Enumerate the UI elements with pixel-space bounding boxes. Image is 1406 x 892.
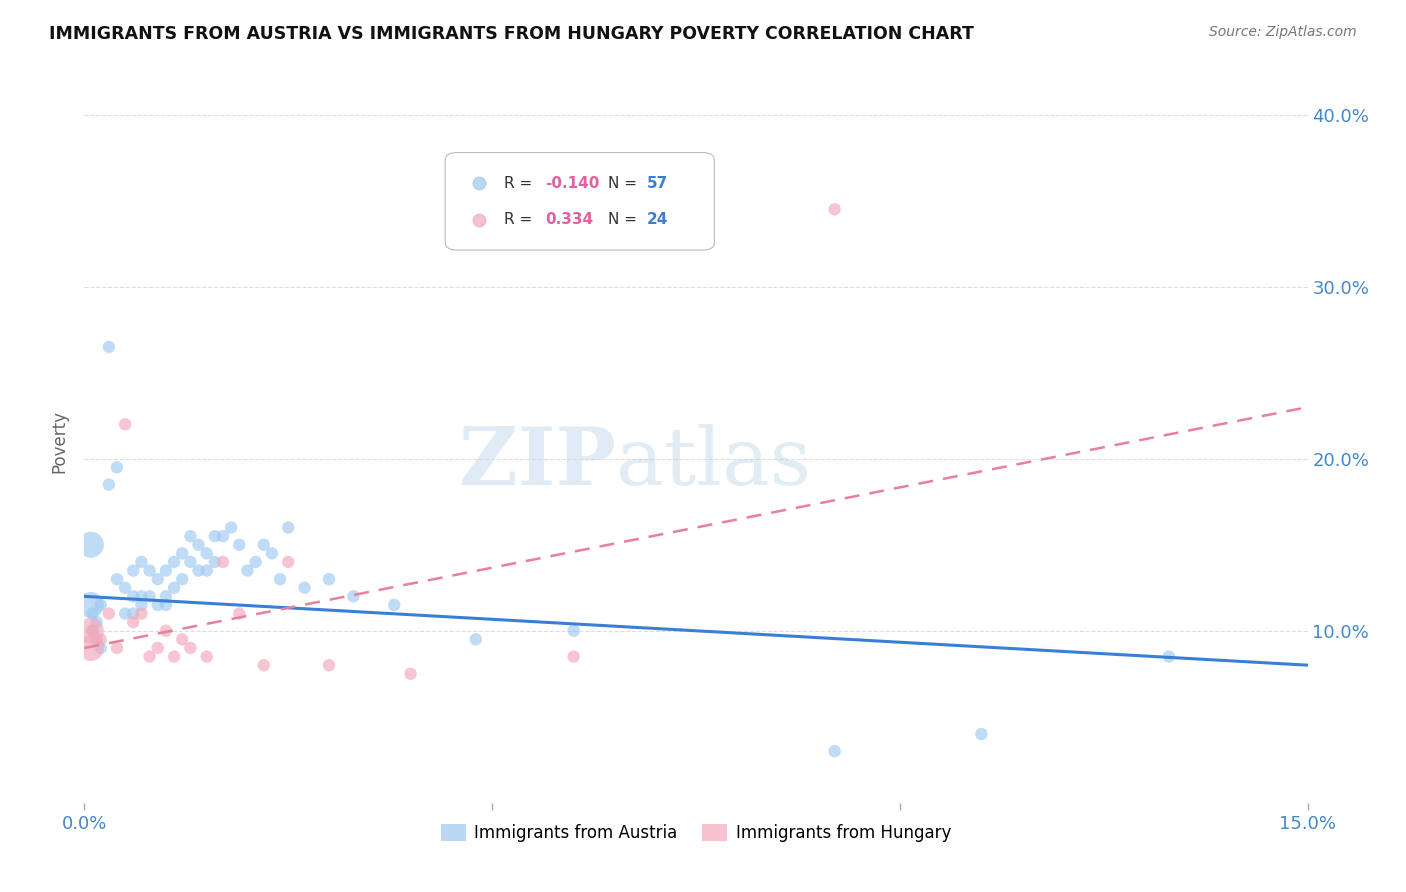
Point — [824, 744, 846, 758]
Point — [131, 598, 153, 612]
Point — [80, 538, 103, 552]
Point — [97, 607, 120, 621]
Point — [172, 572, 194, 586]
Point — [163, 581, 186, 595]
Point — [86, 615, 108, 630]
Text: 0.334: 0.334 — [546, 212, 593, 227]
Point — [187, 564, 209, 578]
Point — [382, 598, 405, 612]
Text: IMMIGRANTS FROM AUSTRIA VS IMMIGRANTS FROM HUNGARY POVERTY CORRELATION CHART: IMMIGRANTS FROM AUSTRIA VS IMMIGRANTS FR… — [49, 25, 974, 43]
Point — [219, 520, 242, 534]
Point — [131, 590, 153, 604]
Point — [277, 555, 299, 569]
Point — [131, 607, 153, 621]
Text: N =: N = — [607, 212, 641, 227]
Legend: Immigrants from Austria, Immigrants from Hungary: Immigrants from Austria, Immigrants from… — [434, 817, 957, 848]
Point — [277, 520, 299, 534]
Point — [105, 572, 128, 586]
Point — [195, 546, 218, 560]
Point — [294, 581, 316, 595]
Point — [970, 727, 993, 741]
Point — [253, 538, 276, 552]
Point — [212, 555, 235, 569]
Point — [105, 460, 128, 475]
Point — [195, 649, 218, 664]
Point — [122, 564, 145, 578]
Point — [122, 607, 145, 621]
Point — [318, 572, 340, 586]
Point — [204, 529, 226, 543]
Point — [138, 590, 160, 604]
Point — [82, 607, 104, 621]
Point — [195, 564, 218, 578]
Point — [187, 538, 209, 552]
Y-axis label: Poverty: Poverty — [51, 410, 69, 473]
Point — [86, 632, 108, 647]
Point — [236, 564, 259, 578]
Point — [399, 666, 422, 681]
Text: N =: N = — [607, 176, 641, 191]
Point — [163, 649, 186, 664]
Point — [824, 202, 846, 217]
Point — [260, 546, 283, 560]
Text: 57: 57 — [647, 176, 668, 191]
Point — [245, 555, 267, 569]
Text: atlas: atlas — [616, 425, 811, 502]
Point — [80, 624, 103, 638]
Point — [82, 624, 104, 638]
Point — [204, 555, 226, 569]
Point — [253, 658, 276, 673]
Point — [155, 564, 177, 578]
Point — [114, 581, 136, 595]
Point — [155, 590, 177, 604]
Point — [342, 590, 364, 604]
Text: R =: R = — [503, 176, 537, 191]
Point — [146, 572, 169, 586]
Point — [212, 529, 235, 543]
Point — [80, 598, 103, 612]
Point — [1157, 649, 1180, 664]
FancyBboxPatch shape — [446, 153, 714, 250]
Point — [155, 624, 177, 638]
Point — [146, 640, 169, 655]
Point — [138, 649, 160, 664]
Point — [562, 624, 585, 638]
Point — [146, 598, 169, 612]
Text: ZIP: ZIP — [460, 425, 616, 502]
Point — [82, 624, 104, 638]
Point — [179, 555, 201, 569]
Point — [90, 632, 112, 647]
Point — [114, 417, 136, 432]
Text: R =: R = — [503, 212, 537, 227]
Point — [90, 598, 112, 612]
Point — [464, 632, 486, 647]
Point — [90, 640, 112, 655]
Text: 24: 24 — [647, 212, 668, 227]
Point — [97, 477, 120, 491]
Point — [80, 640, 103, 655]
Point — [172, 546, 194, 560]
Point — [228, 538, 250, 552]
Point — [179, 640, 201, 655]
Point — [114, 607, 136, 621]
Point — [122, 615, 145, 630]
Point — [138, 564, 160, 578]
Point — [269, 572, 291, 586]
Point — [97, 340, 120, 354]
Point — [318, 658, 340, 673]
Text: Source: ZipAtlas.com: Source: ZipAtlas.com — [1209, 25, 1357, 39]
Point — [228, 607, 250, 621]
Point — [105, 640, 128, 655]
Point — [562, 649, 585, 664]
Point — [155, 598, 177, 612]
Point — [131, 555, 153, 569]
Point — [122, 590, 145, 604]
Point — [163, 555, 186, 569]
Point — [179, 529, 201, 543]
Text: -0.140: -0.140 — [546, 176, 600, 191]
Point — [172, 632, 194, 647]
